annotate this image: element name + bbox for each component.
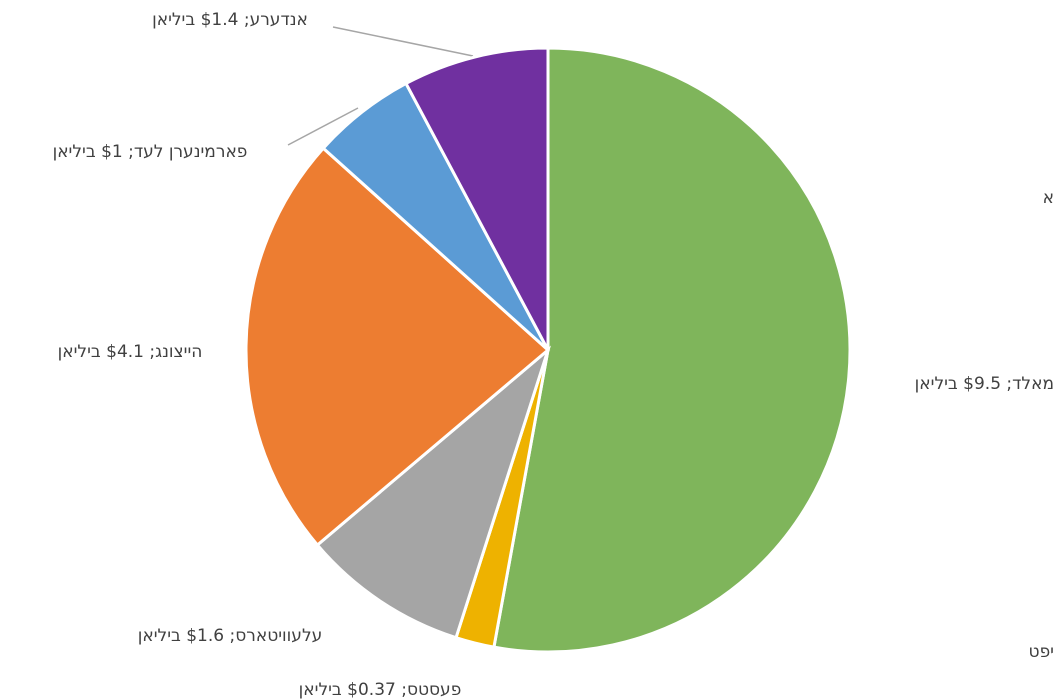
data-label: פארמינערן לעד; $1 ביליאן xyxy=(53,142,248,162)
pie-slice xyxy=(315,345,552,640)
leader-line xyxy=(332,26,474,57)
data-label: מאלד; $9.5 ביליאן xyxy=(915,374,1054,394)
data-label: פעסטס; $0.37 ביליאן xyxy=(299,680,462,700)
pie-slice xyxy=(492,46,852,654)
annotation: יפט xyxy=(1029,642,1054,662)
pie-slice xyxy=(244,146,551,548)
data-label: הייצונג; $4.1 ביליאן xyxy=(58,342,203,362)
data-label: אנדערע; $1.4 ביליאן xyxy=(152,10,308,30)
pie-slice xyxy=(403,46,550,351)
annotation: א xyxy=(1043,188,1054,208)
data-label: עלעוויטארס; $1.6 ביליאן xyxy=(138,626,323,646)
leader-line xyxy=(287,107,359,146)
